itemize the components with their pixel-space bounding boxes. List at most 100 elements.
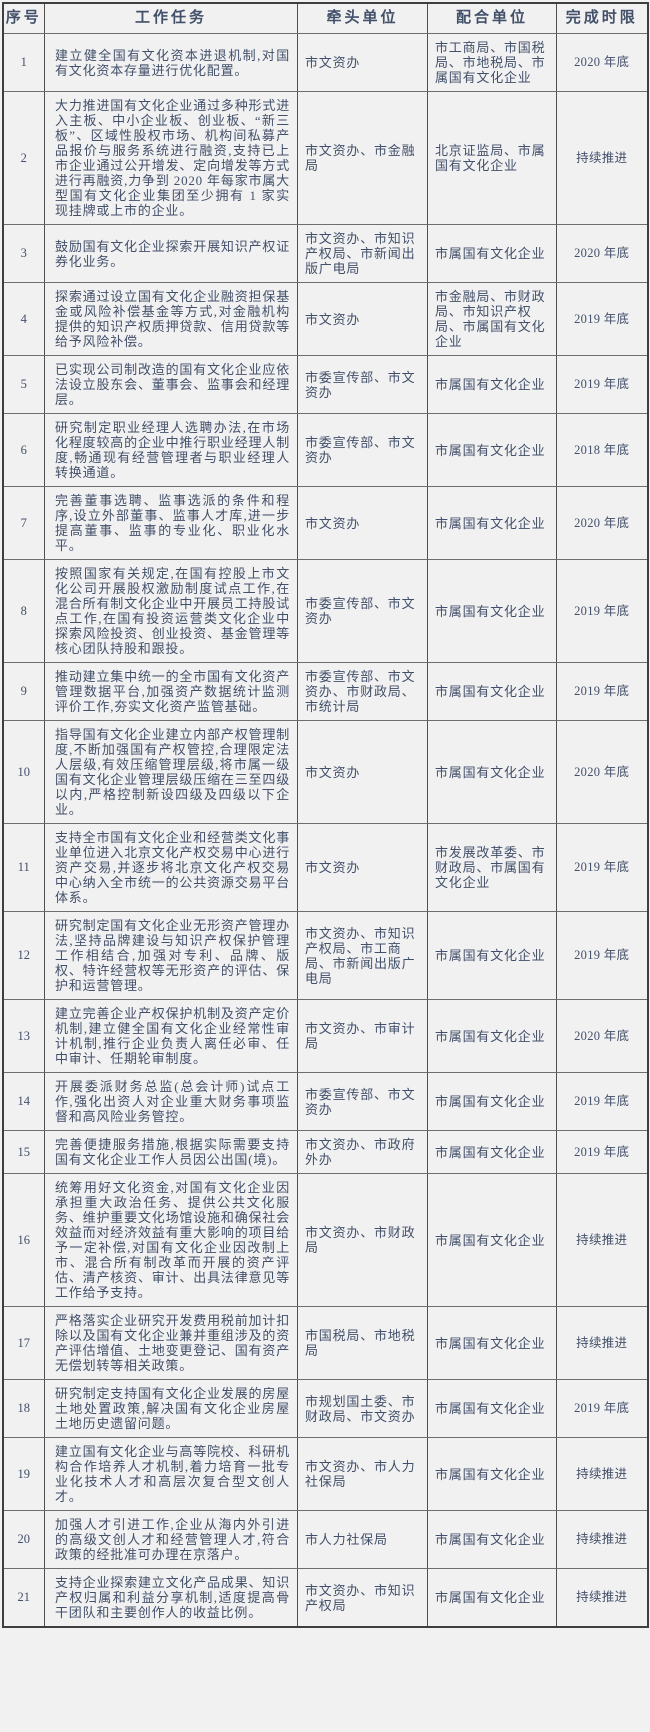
table-row: 19 建立国有文化企业与高等院校、科研机构合作培养人才机制,着力培育一批专业化技… (2, 1437, 648, 1511)
row-number-cell: 12 (2, 911, 45, 1000)
deadline-cell: 持续推进 (556, 1510, 648, 1569)
deadline-cell: 2019 年底 (556, 662, 648, 721)
row-number-cell: 1 (2, 33, 45, 92)
lead-unit-cell: 市国税局、市地税局 (297, 1306, 428, 1380)
header-row: 序号 工作任务 牵头单位 配合单位 完成时限 (2, 2, 648, 34)
header-deadline: 完成时限 (556, 2, 648, 34)
lead-unit-cell: 市文资办 (297, 720, 428, 824)
header-task: 工作任务 (44, 2, 298, 34)
work-task-table: 序号 工作任务 牵头单位 配合单位 完成时限 1 建立健全国有文化资本进退机制,… (1, 2, 649, 1628)
lead-unit-cell: 市委宣传部、市文资办 (297, 355, 428, 414)
deadline-cell: 2019 年底 (556, 559, 648, 663)
deadline-cell: 2020 年底 (556, 720, 648, 824)
lead-unit-cell: 市委宣传部、市文资办 (297, 1072, 428, 1131)
support-unit-cell: 北京证监局、市属国有文化企业 (427, 91, 557, 225)
lead-unit-cell: 市文资办、市财政局 (297, 1173, 428, 1307)
task-cell: 大力推进国有文化企业通过多种形式进入主板、中小企业板、创业板、“新三板”、区域性… (44, 91, 298, 225)
task-cell: 研究制定职业经理人选聘办法,在市场化程度较高的企业中推行职业经理人制度,畅通现有… (44, 413, 298, 487)
task-cell: 完善便捷服务措施,根据实际需要支持国有文化企业工作人员因公出国(境)。 (44, 1130, 298, 1174)
lead-unit-cell: 市人力社保局 (297, 1510, 428, 1569)
row-number-cell: 8 (2, 559, 45, 663)
row-number-cell: 10 (2, 720, 45, 824)
lead-unit-cell: 市文资办 (297, 282, 428, 356)
support-unit-cell: 市属国有文化企业 (427, 486, 557, 560)
task-cell: 统筹用好文化资金,对国有文化企业因承担重大政治任务、提供公共文化服务、维护重要文… (44, 1173, 298, 1307)
table-row: 15 完善便捷服务措施,根据实际需要支持国有文化企业工作人员因公出国(境)。 市… (2, 1130, 648, 1174)
row-number-cell: 19 (2, 1437, 45, 1511)
deadline-cell: 2020 年底 (556, 486, 648, 560)
lead-unit-cell: 市文资办、市人力社保局 (297, 1437, 428, 1511)
row-number-cell: 13 (2, 999, 45, 1073)
task-cell: 指导国有文化企业建立内部产权管理制度,不断加强国有产权管控,合理限定法人层级,有… (44, 720, 298, 824)
support-unit-cell: 市属国有文化企业 (427, 1072, 557, 1131)
deadline-cell: 2018 年底 (556, 413, 648, 487)
row-number-cell: 18 (2, 1379, 45, 1438)
row-number-cell: 9 (2, 662, 45, 721)
lead-unit-cell: 市文资办 (297, 823, 428, 912)
table-row: 12 研究制定国有文化企业无形资产管理办法,坚持品牌建设与知识产权保护管理工作相… (2, 911, 648, 1000)
task-cell: 探索通过设立国有文化企业融资担保基金或风险补偿基金等方式,对金融机构提供的知识产… (44, 282, 298, 356)
lead-unit-cell: 市文资办、市知识产权局、市工商局、市新闻出版广电局 (297, 911, 428, 1000)
row-number-cell: 17 (2, 1306, 45, 1380)
table-row: 17 严格落实企业研究开发费用税前加计扣除以及国有文化企业兼并重组涉及的资产评估… (2, 1306, 648, 1380)
task-cell: 按照国家有关规定,在国有控股上市文化公司开展股权激励制度试点工作,在混合所有制文… (44, 559, 298, 663)
task-cell: 支持全市国有文化企业和经营类文化事业单位进入北京文化产权交易中心进行资产交易,并… (44, 823, 298, 912)
task-cell: 完善董事选聘、监事选派的条件和程序,设立外部董事、监事人才库,进一步提高董事、监… (44, 486, 298, 560)
deadline-cell: 2019 年底 (556, 1379, 648, 1438)
task-cell: 建立健全国有文化资本进退机制,对国有文化资本存量进行优化配置。 (44, 33, 298, 92)
row-number-cell: 3 (2, 224, 45, 283)
row-number-cell: 6 (2, 413, 45, 487)
table-row: 5 已实现公司制改造的国有文化企业应依法设立股东会、董事会、监事会和经理层。 市… (2, 355, 648, 414)
row-number-cell: 7 (2, 486, 45, 560)
deadline-cell: 持续推进 (556, 91, 648, 225)
table-row: 7 完善董事选聘、监事选派的条件和程序,设立外部董事、监事人才库,进一步提高董事… (2, 486, 648, 560)
deadline-cell: 2019 年底 (556, 823, 648, 912)
table-row: 9 推动建立集中统一的全市国有文化资产管理数据平台,加强资产数据统计监测评价工作… (2, 662, 648, 721)
task-cell: 研究制定支持国有文化企业发展的房屋土地处置政策,解决国有文化企业房屋土地历史遗留… (44, 1379, 298, 1438)
table-row: 3 鼓励国有文化企业探索开展知识产权证券化业务。 市文资办、市知识产权局、市新闻… (2, 224, 648, 283)
support-unit-cell: 市属国有文化企业 (427, 224, 557, 283)
table-row: 20 加强人才引进工作,企业从海内外引进的高级文创人才和经营管理人才,符合政策的… (2, 1510, 648, 1569)
lead-unit-cell: 市委宣传部、市文资办 (297, 413, 428, 487)
deadline-cell: 持续推进 (556, 1173, 648, 1307)
header-lead-unit: 牵头单位 (297, 2, 428, 34)
table-row: 21 支持企业探索建立文化产品成果、知识产权归属和利益分享机制,适度提高骨干团队… (2, 1568, 648, 1628)
lead-unit-cell: 市文资办、市知识产权局 (297, 1568, 428, 1628)
deadline-cell: 2020 年底 (556, 33, 648, 92)
task-cell: 推动建立集中统一的全市国有文化资产管理数据平台,加强资产数据统计监测评价工作,夯… (44, 662, 298, 721)
task-cell: 支持企业探索建立文化产品成果、知识产权归属和利益分享机制,适度提高骨干团队和主要… (44, 1568, 298, 1628)
task-cell: 建立国有文化企业与高等院校、科研机构合作培养人才机制,着力培育一批专业化技术人才… (44, 1437, 298, 1511)
support-unit-cell: 市属国有文化企业 (427, 1130, 557, 1174)
support-unit-cell: 市属国有文化企业 (427, 662, 557, 721)
lead-unit-cell: 市文资办 (297, 486, 428, 560)
deadline-cell: 2020 年底 (556, 999, 648, 1073)
table-row: 11 支持全市国有文化企业和经营类文化事业单位进入北京文化产权交易中心进行资产交… (2, 823, 648, 912)
lead-unit-cell: 市委宣传部、市文资办、市财政局、市统计局 (297, 662, 428, 721)
lead-unit-cell: 市文资办、市审计局 (297, 999, 428, 1073)
header-row-number: 序号 (2, 2, 45, 34)
support-unit-cell: 市属国有文化企业 (427, 413, 557, 487)
support-unit-cell: 市金融局、市财政局、市知识产权局、市属国有文化企业 (427, 282, 557, 356)
support-unit-cell: 市属国有文化企业 (427, 355, 557, 414)
task-cell: 研究制定国有文化企业无形资产管理办法,坚持品牌建设与知识产权保护管理工作相结合,… (44, 911, 298, 1000)
table-row: 8 按照国家有关规定,在国有控股上市文化公司开展股权激励制度试点工作,在混合所有… (2, 559, 648, 663)
row-number-cell: 21 (2, 1568, 45, 1628)
support-unit-cell: 市属国有文化企业 (427, 1306, 557, 1380)
support-unit-cell: 市属国有文化企业 (427, 559, 557, 663)
task-cell: 已实现公司制改造的国有文化企业应依法设立股东会、董事会、监事会和经理层。 (44, 355, 298, 414)
support-unit-cell: 市属国有文化企业 (427, 999, 557, 1073)
deadline-cell: 2019 年底 (556, 355, 648, 414)
support-unit-cell: 市属国有文化企业 (427, 911, 557, 1000)
table-row: 1 建立健全国有文化资本进退机制,对国有文化资本存量进行优化配置。 市文资办 市… (2, 33, 648, 92)
table-row: 10 指导国有文化企业建立内部产权管理制度,不断加强国有产权管控,合理限定法人层… (2, 720, 648, 824)
lead-unit-cell: 市委宣传部、市文资办 (297, 559, 428, 663)
table-row: 18 研究制定支持国有文化企业发展的房屋土地处置政策,解决国有文化企业房屋土地历… (2, 1379, 648, 1438)
deadline-cell: 2020 年底 (556, 224, 648, 283)
table-row: 16 统筹用好文化资金,对国有文化企业因承担重大政治任务、提供公共文化服务、维护… (2, 1173, 648, 1307)
task-cell: 开展委派财务总监(总会计师)试点工作,强化出资人对企业重大财务事项监督和高风险业… (44, 1072, 298, 1131)
lead-unit-cell: 市文资办、市知识产权局、市新闻出版广电局 (297, 224, 428, 283)
table-row: 4 探索通过设立国有文化企业融资担保基金或风险补偿基金等方式,对金融机构提供的知… (2, 282, 648, 356)
task-cell: 鼓励国有文化企业探索开展知识产权证券化业务。 (44, 224, 298, 283)
support-unit-cell: 市属国有文化企业 (427, 1437, 557, 1511)
row-number-cell: 11 (2, 823, 45, 912)
